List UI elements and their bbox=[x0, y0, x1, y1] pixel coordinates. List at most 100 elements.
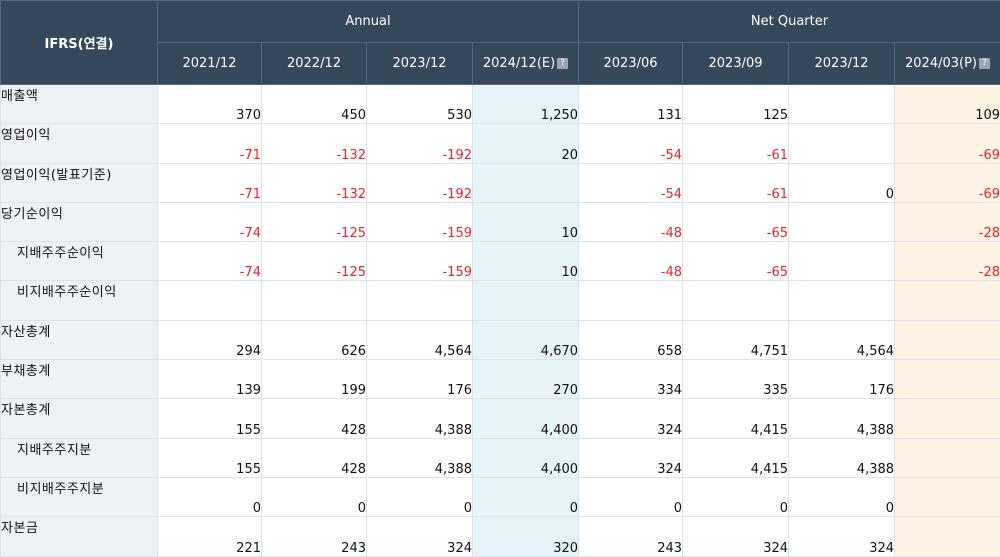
row-label: 비지배주주순이익 bbox=[1, 281, 158, 320]
cell-value: -159 bbox=[367, 202, 473, 241]
row-label: 영업이익(발표기준) bbox=[1, 163, 158, 202]
cell-value bbox=[895, 438, 1000, 477]
cell-value bbox=[895, 281, 1000, 320]
cell-value: 370 bbox=[158, 85, 262, 124]
row-label: 부채총계 bbox=[1, 360, 158, 399]
column-header: 2021/12 bbox=[158, 43, 262, 85]
cell-value: -54 bbox=[579, 124, 683, 163]
cell-value: -125 bbox=[262, 242, 367, 281]
cell-value bbox=[367, 281, 473, 320]
table-row: 매출액 370 450 530 1,250 131 125 109 bbox=[1, 85, 1000, 124]
table-row: 자본금 221 243 324 320 243 324 324 bbox=[1, 517, 1000, 556]
cell-value: 155 bbox=[158, 438, 262, 477]
column-header-provisional: 2024/03(P)? bbox=[895, 43, 1000, 85]
cell-value: -159 bbox=[367, 242, 473, 281]
cell-value: 324 bbox=[367, 517, 473, 556]
cell-value: 4,415 bbox=[683, 438, 789, 477]
cell-value: 243 bbox=[262, 517, 367, 556]
cell-value bbox=[895, 517, 1000, 556]
cell-value: 320 bbox=[473, 517, 579, 556]
table-row: 자산총계 294 626 4,564 4,670 658 4,751 4,564 bbox=[1, 320, 1000, 359]
cell-value: 0 bbox=[789, 477, 895, 516]
table-row: 영업이익(발표기준) -71 -132 -192 -54 -61 0 -69 bbox=[1, 163, 1000, 202]
cell-value: 176 bbox=[367, 360, 473, 399]
cell-value bbox=[789, 124, 895, 163]
cell-value: -61 bbox=[683, 124, 789, 163]
cell-value: 626 bbox=[262, 320, 367, 359]
cell-value: 4,564 bbox=[789, 320, 895, 359]
row-label: 영업이익 bbox=[1, 124, 158, 163]
help-icon[interactable]: ? bbox=[557, 58, 568, 69]
cell-value: 155 bbox=[158, 399, 262, 438]
table-row: 지배주주순이익 -74 -125 -159 10 -48 -65 -28 bbox=[1, 242, 1000, 281]
cell-value: -74 bbox=[158, 202, 262, 241]
cell-value: 270 bbox=[473, 360, 579, 399]
cell-value bbox=[895, 399, 1000, 438]
table-corner-header: IFRS(연결) bbox=[1, 1, 158, 85]
row-label: 자본총계 bbox=[1, 399, 158, 438]
cell-value: 530 bbox=[367, 85, 473, 124]
cell-value bbox=[683, 281, 789, 320]
cell-value: 0 bbox=[789, 163, 895, 202]
table-row: 자본총계 155 428 4,388 4,400 324 4,415 4,388 bbox=[1, 399, 1000, 438]
cell-value: 176 bbox=[789, 360, 895, 399]
table-row: 지배주주지분 155 428 4,388 4,400 324 4,415 4,3… bbox=[1, 438, 1000, 477]
cell-value bbox=[895, 320, 1000, 359]
annual-group-header: Annual bbox=[158, 1, 579, 43]
cell-value: -61 bbox=[683, 163, 789, 202]
cell-value: 324 bbox=[579, 399, 683, 438]
cell-value bbox=[789, 281, 895, 320]
table-row: 부채총계 139 199 176 270 334 335 176 bbox=[1, 360, 1000, 399]
table-row: 영업이익 -71 -132 -192 20 -54 -61 -69 bbox=[1, 124, 1000, 163]
cell-value: -71 bbox=[158, 163, 262, 202]
cell-value: 324 bbox=[579, 438, 683, 477]
row-label: 자산총계 bbox=[1, 320, 158, 359]
table-row: 비지배주주순이익 bbox=[1, 281, 1000, 320]
cell-value: 10 bbox=[473, 202, 579, 241]
column-header: 2023/12 bbox=[789, 43, 895, 85]
cell-value: 0 bbox=[367, 477, 473, 516]
cell-value: 335 bbox=[683, 360, 789, 399]
cell-value: 4,564 bbox=[367, 320, 473, 359]
cell-value: 324 bbox=[683, 517, 789, 556]
cell-value: 199 bbox=[262, 360, 367, 399]
cell-value: 4,400 bbox=[473, 399, 579, 438]
cell-value: -74 bbox=[158, 242, 262, 281]
help-icon[interactable]: ? bbox=[979, 58, 990, 69]
cell-value: -48 bbox=[579, 202, 683, 241]
cell-value: 20 bbox=[473, 124, 579, 163]
column-header-estimate: 2024/12(E)? bbox=[473, 43, 579, 85]
cell-value: 4,400 bbox=[473, 438, 579, 477]
cell-value: 0 bbox=[262, 477, 367, 516]
cell-value: 10 bbox=[473, 242, 579, 281]
cell-value: 428 bbox=[262, 438, 367, 477]
column-header: 2023/09 bbox=[683, 43, 789, 85]
cell-value: 450 bbox=[262, 85, 367, 124]
table-row: 당기순이익 -74 -125 -159 10 -48 -65 -28 bbox=[1, 202, 1000, 241]
cell-value: 334 bbox=[579, 360, 683, 399]
cell-value: 243 bbox=[579, 517, 683, 556]
cell-value: -132 bbox=[262, 163, 367, 202]
cell-value: 0 bbox=[579, 477, 683, 516]
cell-value bbox=[579, 281, 683, 320]
cell-value: -28 bbox=[895, 242, 1000, 281]
cell-value: 131 bbox=[579, 85, 683, 124]
row-label: 매출액 bbox=[1, 85, 158, 124]
cell-value: 4,388 bbox=[789, 399, 895, 438]
cell-value: -125 bbox=[262, 202, 367, 241]
cell-value: 0 bbox=[158, 477, 262, 516]
cell-value: 139 bbox=[158, 360, 262, 399]
cell-value: -48 bbox=[579, 242, 683, 281]
cell-value: -132 bbox=[262, 124, 367, 163]
cell-value bbox=[895, 360, 1000, 399]
cell-value: -28 bbox=[895, 202, 1000, 241]
row-label: 지배주주순이익 bbox=[1, 242, 158, 281]
cell-value bbox=[158, 281, 262, 320]
row-label: 비지배주주지분 bbox=[1, 477, 158, 516]
cell-value: -65 bbox=[683, 242, 789, 281]
column-header: 2023/06 bbox=[579, 43, 683, 85]
cell-value bbox=[262, 281, 367, 320]
table-row: 비지배주주지분 0 0 0 0 0 0 0 bbox=[1, 477, 1000, 516]
row-label: 당기순이익 bbox=[1, 202, 158, 241]
row-label: 자본금 bbox=[1, 517, 158, 556]
